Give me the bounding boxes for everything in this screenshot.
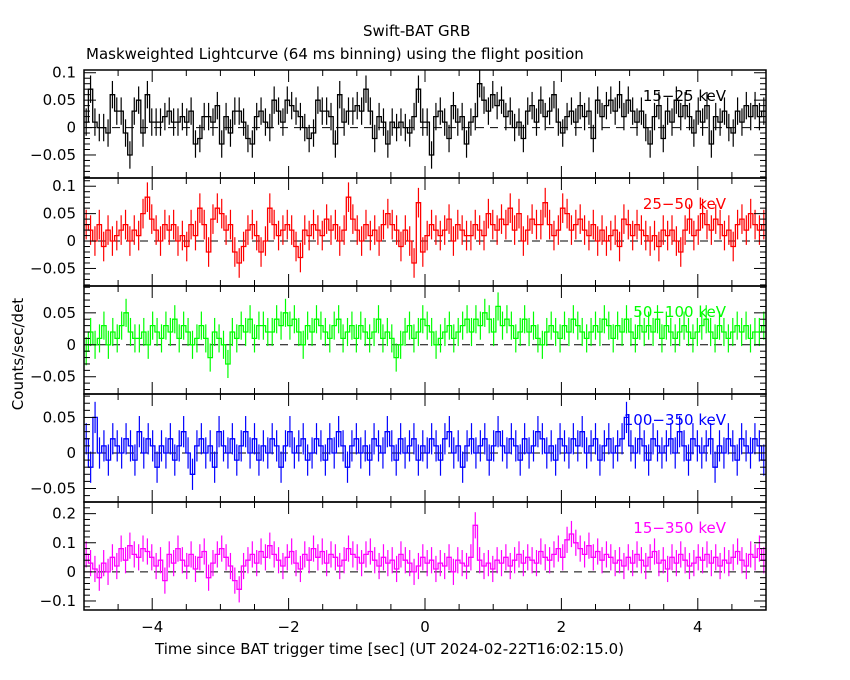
x-axis-label: Time since BAT trigger time [sec] (UT 20… bbox=[155, 640, 624, 658]
y-tick-label: −0.05 bbox=[30, 146, 76, 164]
y-tick-label: 0.1 bbox=[52, 177, 76, 195]
lightcurve-series bbox=[84, 524, 766, 590]
y-tick-label: 0 bbox=[66, 336, 76, 354]
y-tick-label: −0.1 bbox=[40, 592, 76, 610]
x-tick-label: −2 bbox=[278, 618, 300, 636]
y-tick-label: −0.05 bbox=[30, 259, 76, 277]
chart-title: Swift-BAT GRB bbox=[363, 22, 471, 40]
y-tick-label: 0.2 bbox=[52, 505, 76, 523]
y-tick-label: 0 bbox=[66, 563, 76, 581]
energy-band-label: 25−50 keV bbox=[643, 195, 727, 213]
panel-3: 0.05 0 −0.05 100−350 keV bbox=[30, 393, 767, 503]
y-tick-label: 0.05 bbox=[43, 205, 76, 223]
lightcurve-series bbox=[84, 196, 766, 264]
y-tick-label: 0.05 bbox=[43, 304, 76, 322]
y-tick-label: −0.05 bbox=[30, 480, 76, 498]
y-tick-label: 0.1 bbox=[52, 64, 76, 82]
lightcurve-series bbox=[84, 83, 766, 156]
energy-band-label: 100−350 keV bbox=[624, 411, 727, 429]
y-tick-label: 0.1 bbox=[52, 534, 76, 552]
chart-subtitle: Maskweighted Lightcurve (64 ms binning) … bbox=[86, 45, 584, 63]
y-tick-label: 0 bbox=[66, 232, 76, 250]
panel-4: 0.2 0.1 0 −0.1 15−350 keV bbox=[40, 501, 767, 611]
panel-1: 0.1 0.05 0 −0.05 25−50 keV bbox=[30, 177, 767, 287]
x-tick-label: 0 bbox=[420, 618, 430, 636]
y-tick-label: 0 bbox=[66, 119, 76, 137]
panel-2: 0.05 0 −0.05 50−100 keV bbox=[30, 285, 767, 395]
x-tick-label: −4 bbox=[141, 618, 163, 636]
energy-band-label: 50−100 keV bbox=[633, 303, 726, 321]
energy-band-label: 15−25 keV bbox=[643, 87, 727, 105]
lightcurve-series bbox=[84, 416, 766, 475]
y-tick-label: −0.05 bbox=[30, 368, 76, 386]
panel-0: 0.1 0.05 0 −0.05 15−25 keV bbox=[30, 64, 767, 179]
y-tick-label: 0.05 bbox=[43, 91, 76, 109]
energy-band-label: 15−350 keV bbox=[633, 519, 726, 537]
lightcurve-series bbox=[84, 305, 766, 365]
y-tick-label: 0 bbox=[66, 444, 76, 462]
x-tick-label: 2 bbox=[557, 618, 567, 636]
x-tick-label: 4 bbox=[693, 618, 703, 636]
y-tick-label: 0.05 bbox=[43, 408, 76, 426]
